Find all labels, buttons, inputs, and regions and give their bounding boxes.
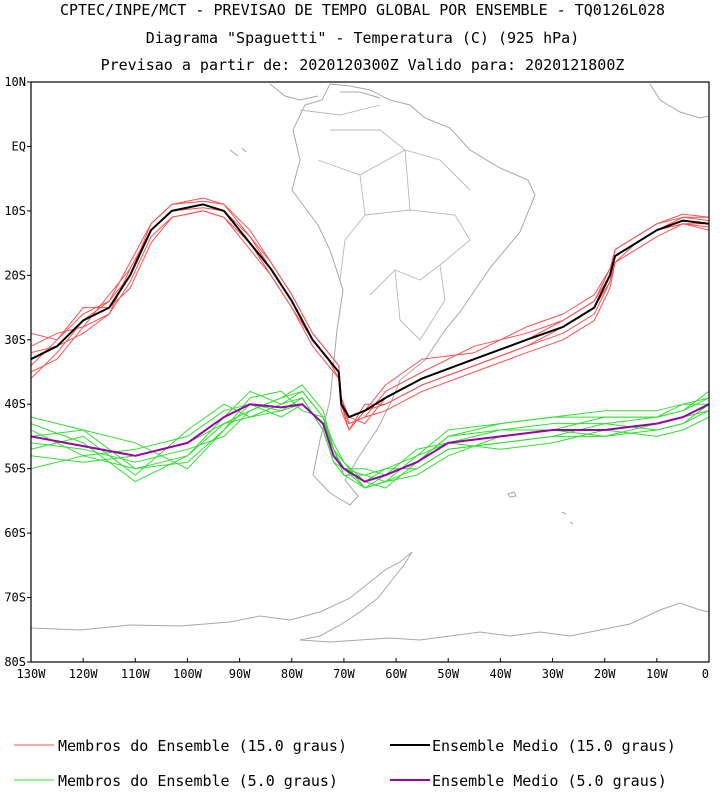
africa-coastline — [649, 83, 709, 119]
y-tick-label: 10N — [4, 75, 26, 89]
falklands-coastline — [507, 491, 574, 525]
ensemble-means-layer — [31, 203, 709, 483]
coastline-layer — [31, 83, 709, 643]
ensemble-member-5-line-5 — [31, 384, 709, 489]
ensemble-member-15-line-5 — [31, 200, 709, 425]
legend-label-members-15: Membros do Ensemble (15.0 graus) — [58, 737, 347, 755]
x-tick-label: 130W — [17, 667, 47, 681]
legend-label-mean-15: Ensemble Medio (15.0 graus) — [432, 737, 676, 755]
ensemble-mean-line-1 — [31, 203, 709, 419]
south-america-coastline — [291, 83, 536, 506]
y-tick-label: EQ — [12, 139, 26, 153]
chart-subtitle: Diagrama "Spaguetti" - Temperatura (C) (… — [145, 29, 580, 47]
x-tick-label: 30W — [542, 667, 564, 681]
y-axis: 10N EQ 10S 20S 30S 40S 50S 60S 70S 80S — [4, 75, 31, 669]
central-america-coastline — [229, 83, 381, 157]
x-tick-label: 10W — [646, 667, 668, 681]
chart-title: CPTEC/INPE/MCT - PREVISAO DE TEMPO GLOBA… — [59, 1, 666, 19]
x-axis: 130W 120W 110W 100W 90W 80W 70W 60W 50W 40W 30W 20W… — [17, 658, 710, 681]
ensemble-members-15-layer — [31, 197, 709, 431]
ensemble-mean-line-2 — [31, 403, 709, 483]
plot-frame — [30, 81, 710, 663]
y-tick-label: 10S — [4, 204, 26, 218]
antarctica-coastline — [31, 551, 709, 643]
y-tick-label: 60S — [4, 526, 26, 540]
y-tick-label: 30S — [4, 333, 26, 347]
y-tick-label: 70S — [4, 591, 26, 605]
ensemble-member-5-line-8 — [31, 397, 709, 489]
x-tick-label: 90W — [229, 667, 251, 681]
ensemble-member-15-line-4 — [31, 210, 709, 425]
x-tick-label: 110W — [121, 667, 151, 681]
x-tick-label: 50W — [437, 667, 459, 681]
legend-label-mean-5: Ensemble Medio (5.0 graus) — [432, 772, 667, 790]
y-tick-label: 50S — [4, 462, 26, 476]
x-tick-label: 60W — [385, 667, 407, 681]
y-tick-label: 40S — [4, 397, 26, 411]
x-tick-label: 40W — [490, 667, 512, 681]
y-tick-label: 20S — [4, 268, 26, 282]
x-tick-label: 80W — [281, 667, 303, 681]
y-tick-label: 80S — [4, 655, 26, 669]
ensemble-member-15-line-1 — [31, 197, 709, 425]
chart-validity: Previsao a partir de: 2020120300Z Valido… — [100, 56, 625, 74]
ensemble-member-15-line-2 — [31, 210, 709, 431]
legend-label-members-5: Membros do Ensemble (5.0 graus) — [58, 772, 338, 790]
x-tick-label: 20W — [594, 667, 616, 681]
legend: Membros do Ensemble (15.0 graus) Ensembl… — [14, 737, 676, 790]
ensemble-member-15-line-6 — [31, 207, 709, 431]
x-tick-label: 120W — [69, 667, 99, 681]
ensemble-members-5-layer — [31, 384, 709, 489]
x-tick-label: 100W — [173, 667, 203, 681]
x-tick-label: 70W — [333, 667, 355, 681]
x-tick-label: 0 — [702, 667, 709, 681]
country-borders — [299, 104, 471, 341]
ensemble-member-15-line-3 — [31, 203, 709, 418]
